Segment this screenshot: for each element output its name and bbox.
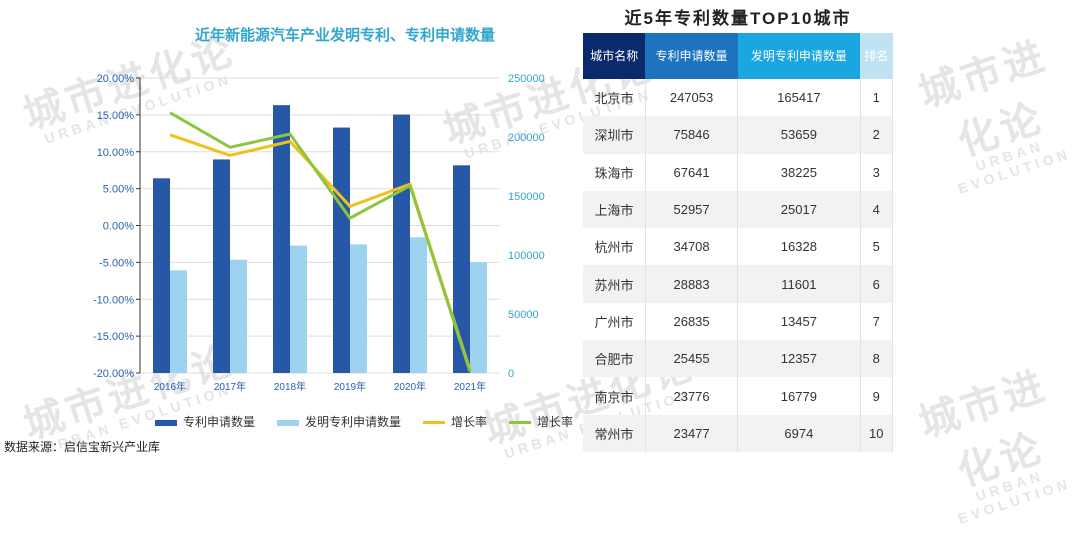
table-cell: 26835 (645, 303, 737, 340)
bar-invention-2017年 (230, 260, 247, 373)
table-cell: 8 (860, 340, 892, 377)
column-header: 城市名称 (583, 33, 645, 79)
table-cell: 25017 (738, 191, 860, 228)
table-cell: 67641 (645, 154, 737, 191)
table-cell: 38225 (738, 154, 860, 191)
left-tick-label: 0.00% (103, 221, 134, 233)
left-tick-label: -20.00% (93, 368, 134, 380)
bar-invention-2018年 (290, 246, 307, 373)
table-cell: 杭州市 (583, 228, 645, 265)
table-cell: 3 (860, 154, 892, 191)
bar-invention-2021年 (470, 262, 487, 373)
bar-patent-2016年 (153, 178, 170, 373)
right-tick-label: 200000 (508, 132, 545, 144)
table-cell: 11601 (738, 265, 860, 302)
table-cell: 34708 (645, 228, 737, 265)
table-cell: 6 (860, 265, 892, 302)
table-cell: 1 (860, 79, 892, 116)
left-tick-label: 15.00% (97, 110, 135, 122)
table-cell: 23776 (645, 377, 737, 414)
left-tick-label: -5.00% (99, 257, 134, 269)
table-cell: 52957 (645, 191, 737, 228)
bar-patent-2020年 (393, 115, 410, 373)
table-cell: 53659 (738, 116, 860, 153)
chart-legend: 专利申请数量 发明专利申请数量 增长率 增长率 (155, 413, 573, 430)
table-cell: 苏州市 (583, 265, 645, 302)
bar-patent-2017年 (213, 159, 230, 373)
left-tick-label: 20.00% (97, 73, 135, 85)
legend-item: 发明专利申请数量 (277, 413, 401, 430)
legend-item: 增长率 (423, 413, 487, 430)
table-cell: 深圳市 (583, 116, 645, 153)
table-cell: 247053 (645, 79, 737, 116)
x-tick-label: 2019年 (334, 380, 366, 393)
table-cell: 16779 (738, 377, 860, 414)
table-cell: 28883 (645, 265, 737, 302)
left-tick-label: 10.00% (97, 147, 135, 159)
table-cell: 4 (860, 191, 892, 228)
table-cell: 7 (860, 303, 892, 340)
bar-invention-2016年 (170, 270, 187, 373)
legend-item: 增长率 (509, 413, 573, 430)
data-source: 数据来源：启信宝新兴产业库 (4, 438, 160, 455)
table-cell: 广州市 (583, 303, 645, 340)
bar-patent-2019年 (333, 128, 350, 373)
table-cell: 珠海市 (583, 154, 645, 191)
x-tick-label: 2018年 (274, 380, 306, 393)
table-cell: 12357 (738, 340, 860, 377)
bar-invention-2020年 (410, 237, 427, 373)
x-tick-label: 2016年 (154, 380, 186, 393)
table-cell: 上海市 (583, 191, 645, 228)
left-tick-label: 5.00% (103, 184, 134, 196)
bar-invention-2019年 (350, 244, 367, 373)
table-title: 近5年专利数量TOP10城市 (583, 4, 893, 29)
table-cell: 75846 (645, 116, 737, 153)
right-tick-label: 250000 (508, 73, 545, 85)
table-cell: 5 (860, 228, 892, 265)
table-cell: 10 (860, 415, 892, 452)
table-cell: 23477 (645, 415, 737, 452)
x-tick-label: 2017年 (214, 380, 246, 393)
right-tick-label: 50000 (508, 309, 539, 321)
x-tick-label: 2020年 (394, 380, 426, 393)
table-cell: 北京市 (583, 79, 645, 116)
table-cell: 南京市 (583, 377, 645, 414)
table-cell: 25455 (645, 340, 737, 377)
table-cell: 13457 (738, 303, 860, 340)
table-cell: 合肥市 (583, 340, 645, 377)
table-cell: 常州市 (583, 415, 645, 452)
column-header: 专利申请数量 (645, 33, 737, 79)
right-tick-label: 150000 (508, 191, 545, 203)
table-cell: 2 (860, 116, 892, 153)
legend-item: 专利申请数量 (155, 413, 255, 430)
left-tick-label: -15.00% (93, 331, 134, 343)
table-cell: 16328 (738, 228, 860, 265)
column-header: 发明专利申请数量 (738, 33, 860, 79)
table-cell: 165417 (738, 79, 860, 116)
right-tick-label: 0 (508, 368, 514, 380)
table-cell: 9 (860, 377, 892, 414)
table-cell: 6974 (738, 415, 860, 452)
column-header: 排名 (860, 33, 892, 79)
combo-chart: 20.00% 15.00% 10.00% 5.00% 0.00% -5.00% -10.00… (0, 0, 580, 410)
right-tick-label: 100000 (508, 250, 545, 262)
x-tick-label: 2021年 (454, 380, 486, 393)
left-tick-label: -10.00% (93, 294, 134, 306)
